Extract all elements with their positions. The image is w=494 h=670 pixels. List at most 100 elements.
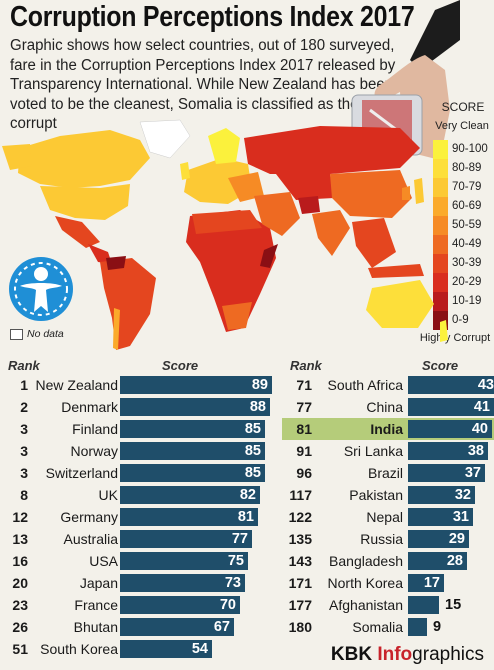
map-greenland: [139, 119, 191, 159]
score-value: 82: [239, 487, 256, 503]
country-label: Somalia: [352, 619, 403, 635]
rank-value: 12: [12, 509, 28, 525]
rank-value: 8: [20, 487, 28, 503]
legend-band-label: 50-59: [452, 219, 482, 231]
score-bar: 85: [120, 464, 265, 482]
country-label: Germany: [60, 509, 118, 525]
table-row: 71 South Africa 43: [282, 374, 494, 396]
country-label: Brazil: [367, 465, 403, 481]
score-bar: 89: [120, 376, 272, 394]
table-row: 180 Somalia 9: [282, 616, 494, 638]
credit-rest: graphics: [412, 644, 484, 665]
legend-swatch: [433, 178, 448, 197]
country-label: Denmark: [61, 399, 118, 415]
score-bar: 29: [408, 530, 469, 548]
rank-value: 96: [296, 465, 312, 481]
table-row: 13 Australia 77: [0, 528, 270, 550]
score-value: 37: [464, 465, 481, 481]
credit-accent: Info: [377, 644, 413, 665]
map-russia: [244, 126, 420, 174]
legend-band-label: 30-39: [452, 257, 482, 269]
score-value: 85: [244, 421, 261, 437]
country-label: Bhutan: [73, 619, 118, 635]
country-label: Japan: [79, 575, 118, 591]
rank-value: 13: [12, 531, 28, 547]
table-row: 26 Bhutan 67: [0, 616, 270, 638]
legend-swatch: [433, 254, 448, 273]
table-row: 77 China 41: [282, 396, 494, 418]
score-bar: 67: [120, 618, 234, 636]
legend-band-label: 40-49: [452, 238, 482, 250]
score-bar: 37: [408, 464, 485, 482]
score-value: 40: [471, 421, 488, 437]
score-value: 67: [213, 619, 230, 635]
rank-value: 143: [288, 553, 312, 569]
table-rows: 1 New Zealand 89 2 Denmark 88 3 Finland 85 3 Norwa…: [0, 374, 272, 660]
table-row: 2 Denmark 88: [0, 396, 270, 418]
map-japan: [414, 178, 424, 204]
country-label: Switzerland: [45, 465, 118, 481]
map-uk: [180, 162, 190, 180]
score-value: 41: [473, 399, 490, 415]
country-label: Sri Lanka: [343, 443, 403, 459]
map-korea: [402, 186, 410, 200]
table-row: 8 UK 82: [0, 484, 270, 506]
legend-top-label: Very Clean: [435, 120, 489, 132]
table-row: 3 Finland 85: [0, 418, 270, 440]
score-bar: 81: [120, 508, 258, 526]
rank-value: 26: [12, 619, 28, 635]
table-row: 143 Bangladesh 28: [282, 550, 494, 572]
map-indonesia: [368, 264, 424, 278]
map-southern-africa: [222, 302, 252, 330]
country-label: France: [74, 597, 118, 613]
table-row: 171 North Korea 17: [282, 572, 494, 594]
country-label: South Korea: [40, 641, 118, 657]
score-bar: 70: [120, 596, 240, 614]
score-value: 89: [251, 377, 268, 393]
score-value: 17: [423, 575, 440, 591]
rank-header: Rank: [8, 358, 40, 373]
score-bar: 28: [408, 552, 467, 570]
legend-band-label: 70-79: [452, 181, 482, 193]
credit-logo: KBK Infographics: [331, 644, 484, 666]
ranking-table-right: Rank Score 71 South Africa 43 77 China 41 81 In…: [282, 358, 494, 638]
table-row: 20 Japan 73: [0, 572, 270, 594]
score-value: 81: [237, 509, 254, 525]
country-label: Nepal: [366, 509, 403, 525]
score-value: 75: [227, 553, 244, 569]
legend-swatch: [433, 273, 448, 292]
score-value: 29: [448, 531, 465, 547]
score-bar: 17: [408, 574, 444, 592]
map-north-africa: [192, 210, 262, 234]
no-data-legend: No data: [10, 328, 64, 340]
score-bar: 54: [120, 640, 212, 658]
table-row: 135 Russia 29: [282, 528, 494, 550]
table-row: 23 France 70: [0, 594, 270, 616]
legend-swatch: [433, 140, 448, 159]
score-bar: 85: [120, 420, 265, 438]
rank-value: 122: [288, 509, 312, 525]
score-value: 32: [454, 487, 471, 503]
score-bar: 77: [120, 530, 252, 548]
rank-value: 1: [20, 377, 28, 393]
country-label: Russia: [360, 531, 403, 547]
map-usa: [40, 184, 130, 220]
rank-value: 180: [288, 619, 312, 635]
legend-title: SCORE: [441, 100, 485, 114]
table-row: 117 Pakistan 32: [282, 484, 494, 506]
no-data-swatch: [10, 328, 23, 340]
country-label: South Africa: [327, 377, 404, 393]
score-value: 85: [244, 465, 261, 481]
table-row: 3 Norway 85: [0, 440, 270, 462]
rank-value: 77: [296, 399, 312, 415]
country-label: Afghanistan: [329, 597, 403, 613]
legend-band-label: 20-29: [452, 276, 482, 288]
table-row: 177 Afghanistan 15: [282, 594, 494, 616]
legend-band-label: 90-100: [452, 143, 488, 155]
table-row: 12 Germany 81: [0, 506, 270, 528]
map-afghanistan: [298, 196, 320, 214]
map-australia: [366, 280, 434, 328]
country-label: UK: [98, 487, 118, 503]
rank-value: 51: [12, 641, 28, 657]
table-rows: 71 South Africa 43 77 China 41 81 India 40 91 Sri …: [282, 374, 494, 638]
